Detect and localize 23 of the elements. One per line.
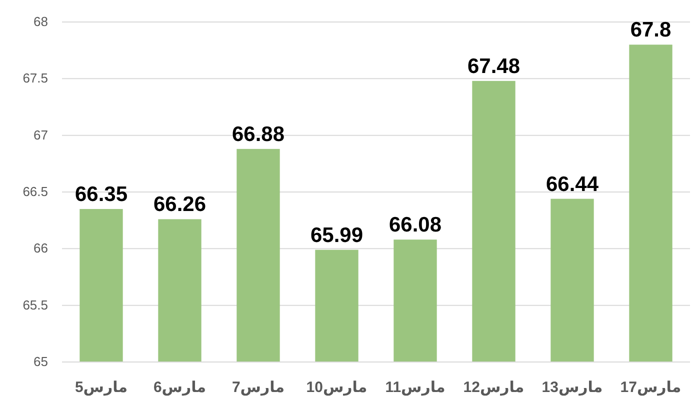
x-tick-label: 12مارس [463,379,524,396]
y-tick-label: 67.5 [22,70,48,86]
x-tick-label: 13مارس [542,379,603,396]
y-tick-label: 66 [34,240,48,256]
data-label: 66.35 [74,183,128,206]
x-tick-label: 17مارس [620,379,682,396]
data-label: 67.8 [630,18,672,42]
data-label: 66.88 [232,122,285,146]
y-tick-label: 65.5 [22,297,48,312]
y-tick-label: 66.5 [22,184,48,199]
data-label: 66.26 [153,193,206,216]
y-tick-label: 65 [34,354,48,369]
x-tick-label: 7مارس [232,379,285,396]
x-tick-label: 6مارس [153,379,206,396]
data-label: 67.48 [467,54,520,78]
y-tick-label: 68 [34,14,48,29]
data-label: 66.08 [388,214,442,237]
data-label: 66.44 [546,172,599,196]
y-tick-label: 67 [34,127,48,142]
x-tick-label: 10مارس [306,379,368,396]
data-label: 65.99 [310,224,364,247]
x-tick-label: 5مارس [74,379,128,396]
x-tick-label: 11مارس [385,379,446,396]
